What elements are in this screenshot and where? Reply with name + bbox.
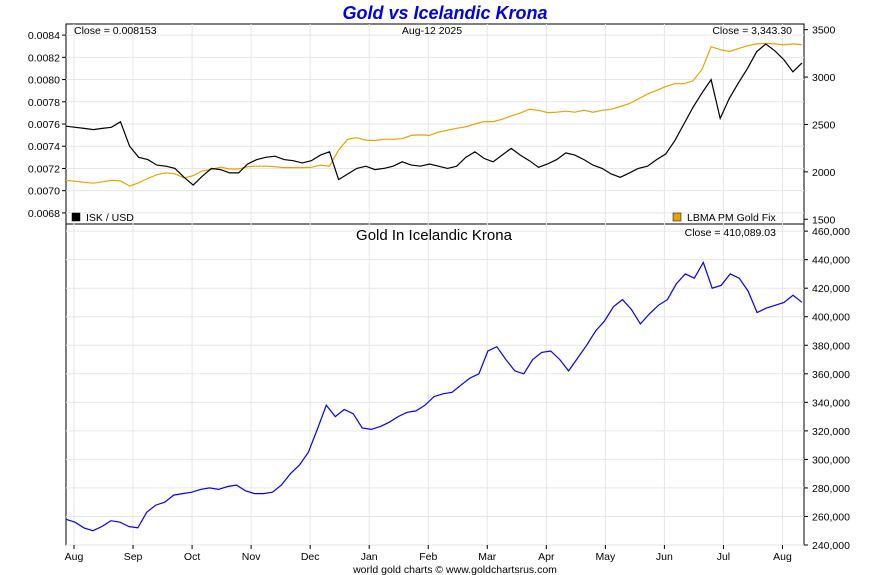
x-tick-label: Mar — [478, 551, 497, 563]
x-tick-label: Apr — [538, 551, 555, 563]
chart-title: Gold vs Icelandic Krona — [342, 3, 547, 23]
x-tick-label: Aug — [65, 551, 84, 563]
left-tick-label: 0.0076 — [28, 119, 60, 131]
right-tick-label: 440,000 — [812, 255, 850, 267]
right-tick-label: 380,000 — [812, 340, 850, 352]
left-tick-label: 0.0078 — [28, 97, 60, 109]
left-tick-label: 0.0068 — [28, 208, 60, 220]
date-label: Aug-12 2025 — [402, 25, 462, 37]
axis-labels: Aug Sep Oct Nov Dec Jan Feb Mar Apr May Jun Jul Aug 0… — [28, 25, 850, 563]
left-tick-label: 0.0082 — [28, 52, 60, 64]
right-tick-label: 420,000 — [812, 283, 850, 295]
footer-credit: world gold charts © www.goldchartsrus.co… — [352, 564, 557, 575]
x-tick-label: Aug — [773, 551, 792, 563]
x-tick-label: Oct — [184, 551, 200, 563]
right-tick-label: 300,000 — [812, 454, 850, 466]
gold-legend-label: LBMA PM Gold Fix — [687, 212, 776, 224]
right-tick-label: 460,000 — [812, 226, 850, 238]
gold-close-label: Close = 3,343.30 — [712, 25, 792, 37]
bottom-panel-grid — [66, 224, 804, 546]
left-tick-label: 0.0080 — [28, 75, 60, 87]
right-tick-label: 280,000 — [812, 483, 850, 495]
right-tick-label: 1500 — [812, 214, 836, 226]
right-tick-label: 3000 — [812, 72, 836, 84]
right-tick-label: 320,000 — [812, 426, 850, 438]
right-tick-label: 3500 — [812, 25, 836, 37]
right-tick-label: 400,000 — [812, 312, 850, 324]
isk-usd-series-line — [65, 43, 803, 186]
x-tick-label: May — [595, 551, 616, 563]
x-tick-label: Jun — [656, 551, 673, 563]
gold-legend-swatch — [672, 212, 682, 222]
gold-in-krona-series-line — [65, 261, 803, 532]
left-tick-label: 0.0074 — [28, 141, 60, 153]
x-tick-label: Nov — [242, 551, 261, 563]
right-tick-label: 260,000 — [812, 511, 850, 523]
bottom-panel-frame — [65, 223, 805, 546]
right-tick-label: 240,000 — [812, 540, 850, 552]
left-tick-label: 0.0070 — [28, 186, 60, 198]
left-tick-label: 0.0084 — [28, 30, 60, 42]
isk-close-label: Close = 0.008153 — [74, 25, 157, 37]
left-tick-label: 0.0072 — [28, 163, 60, 175]
x-tick-label: Jan — [361, 551, 378, 563]
bottom-panel-title: Gold In Icelandic Krona — [356, 227, 513, 244]
gold-usd-series-line — [65, 42, 803, 187]
x-tick-label: Dec — [301, 551, 320, 563]
krona-close-label: Close = 410,089.03 — [685, 227, 777, 239]
x-tick-label: Jul — [717, 551, 730, 563]
top-panel-grid — [66, 24, 804, 224]
right-tick-label: 360,000 — [812, 369, 850, 381]
isk-legend-swatch — [71, 212, 81, 222]
isk-legend-label: ISK / USD — [86, 212, 134, 224]
right-tick-label: 2000 — [812, 167, 836, 179]
right-tick-label: 2500 — [812, 119, 836, 131]
x-tick-label: Feb — [419, 551, 437, 563]
right-tick-label: 340,000 — [812, 397, 850, 409]
x-tick-label: Sep — [124, 551, 143, 563]
